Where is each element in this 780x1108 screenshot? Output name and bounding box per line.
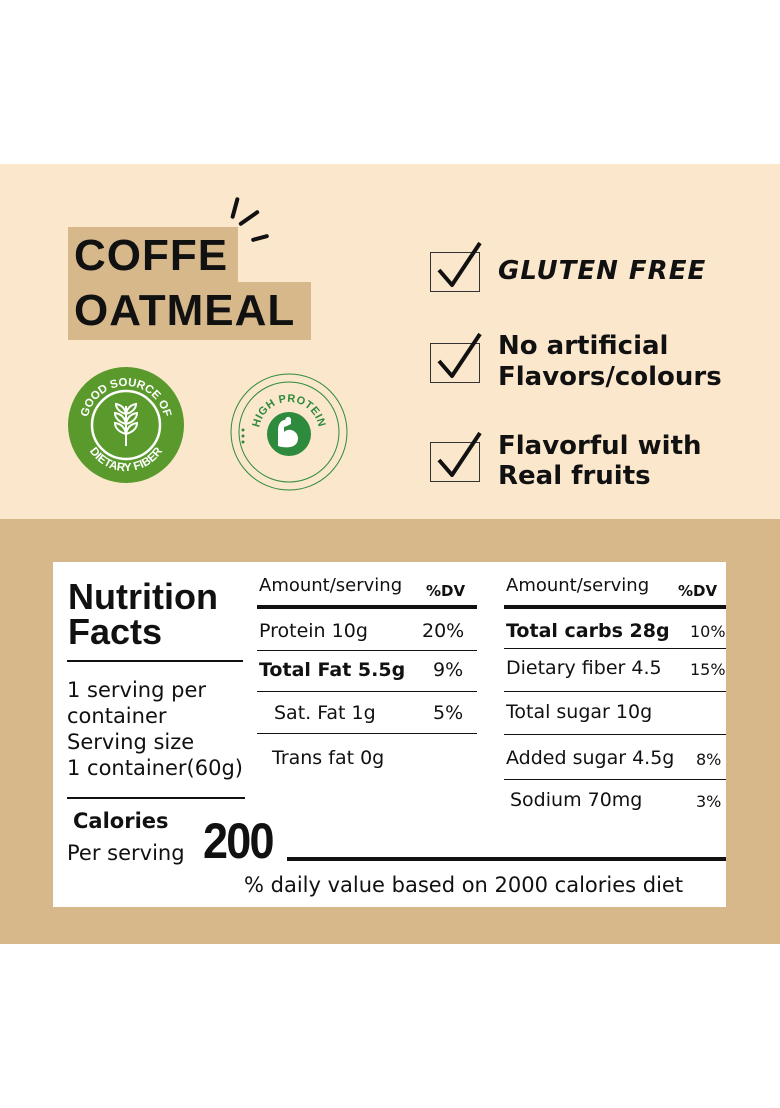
product-title-line1-box: COFFE	[68, 227, 238, 285]
divider	[257, 733, 477, 734]
col1-row-sat-fat: Sat. Fat 1g	[274, 702, 376, 724]
divider	[67, 797, 245, 799]
claim-real-fruits-line1: Flavorful with	[498, 431, 702, 461]
checkmark-icon	[437, 241, 482, 287]
servings-per-container-line1: 1 serving per	[67, 678, 206, 702]
divider	[504, 648, 726, 649]
product-title-line2-box: OATMEAL	[68, 282, 311, 340]
calories-value: 200	[203, 813, 275, 869]
dietary-fiber-badge: GOOD SOURCE OF DIETARY FIBER	[67, 366, 185, 484]
flexed-arm-icon	[278, 416, 298, 448]
col2-row-dietary-fiber: Dietary fiber 4.5	[506, 657, 662, 679]
col1-row-protein-dv: 20%	[422, 620, 465, 642]
divider	[504, 734, 726, 735]
col1-row-trans-fat: Trans fat 0g	[272, 747, 385, 769]
col1-row-total-fat-dv: 9%	[433, 659, 464, 681]
daily-value-footnote: % daily value based on 2000 calories die…	[244, 873, 684, 897]
col1-header-amount: Amount/serving	[259, 575, 403, 596]
calories-rule	[287, 857, 726, 861]
calories-label: Calories	[73, 809, 169, 833]
col2-row-added-sugar-dv: 8%	[696, 750, 722, 769]
claim-real-fruits-line2: Real fruits	[498, 461, 651, 491]
gluten-free-checkbox	[430, 252, 480, 292]
divider	[504, 779, 726, 780]
wheat-icon	[113, 402, 139, 446]
col2-row-sodium-dv: 3%	[696, 792, 722, 811]
per-serving-label: Per serving	[67, 841, 185, 865]
serving-size-label: Serving size	[67, 730, 195, 754]
divider	[257, 650, 477, 651]
col2-row-added-sugar: Added sugar 4.5g	[506, 747, 675, 769]
no-artificial-checkbox	[430, 343, 480, 383]
col2-row-dietary-fiber-dv: 15%	[690, 660, 726, 679]
col2-header-amount: Amount/serving	[506, 575, 650, 596]
servings-per-container-line2: container	[67, 704, 167, 728]
checkmark-icon	[437, 332, 482, 378]
col1-header-rule	[257, 605, 477, 609]
col1-row-protein: Protein 10g	[259, 620, 368, 642]
real-fruits-checkbox	[430, 442, 480, 482]
divider	[67, 660, 243, 662]
nutrition-title-line1: Nutrition	[68, 576, 218, 617]
divider	[504, 691, 726, 692]
high-protein-badge: HIGH PROTEIN	[229, 372, 349, 492]
claim-no-artificial-line2: Flavors/colours	[498, 362, 722, 392]
col2-row-total-carbs-dv: 10%	[690, 622, 726, 641]
col2-row-total-carbs: Total carbs 28g	[506, 620, 670, 642]
checkmark-icon	[437, 431, 482, 477]
nutrition-facts-panel: Nutrition Facts 1 serving per container …	[53, 562, 726, 907]
product-title-line2: OATMEAL	[74, 286, 296, 335]
claim-gluten-free: GLUTEN FREE	[498, 256, 707, 286]
col2-row-sodium: Sodium 70mg	[510, 789, 643, 811]
product-title-line1: COFFE	[74, 231, 229, 280]
claim-no-artificial-line1: No artificial	[498, 331, 669, 361]
col2-header-rule	[504, 605, 726, 609]
col2-row-total-sugar: Total sugar 10g	[506, 701, 653, 723]
divider	[257, 691, 477, 692]
col1-header-dv: %DV	[426, 582, 466, 600]
col1-row-sat-fat-dv: 5%	[433, 702, 464, 724]
col1-row-total-fat: Total Fat 5.5g	[259, 659, 406, 681]
serving-size-value: 1 container(60g)	[67, 756, 243, 780]
nutrition-title-line2: Facts	[68, 611, 163, 652]
col2-header-dv: %DV	[678, 582, 718, 600]
